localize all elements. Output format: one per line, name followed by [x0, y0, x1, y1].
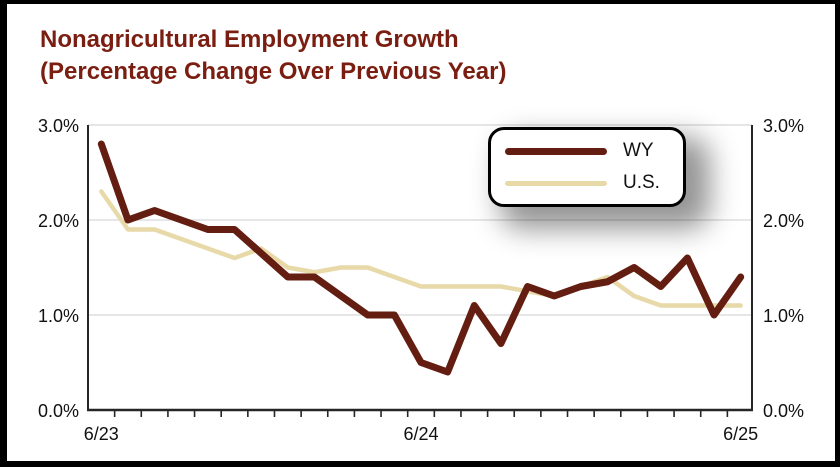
y-axis-label-right: 1.0%	[763, 306, 804, 326]
series-line-wy	[97, 140, 745, 376]
wy-line-swatch	[505, 147, 607, 155]
chart-title-line2: (Percentage Change Over Previous Year)	[40, 58, 507, 85]
us-line-swatch	[505, 180, 607, 186]
legend-item-us: U.S.	[505, 172, 683, 194]
x-axis-label: 6/23	[84, 424, 119, 444]
series-line-us	[99, 189, 743, 308]
y-axis-label-left: 1.0%	[38, 306, 79, 326]
y-axis-label-left: 3.0%	[38, 116, 79, 136]
y-axis-label-right: 2.0%	[763, 211, 804, 231]
legend-label-wy: WY	[623, 140, 654, 161]
chart-title: Nonagricultural Employment Growth (Perce…	[40, 24, 506, 88]
x-axis-label: 6/24	[403, 424, 438, 444]
chart-legend: WY U.S.	[488, 127, 686, 207]
legend-label-us: U.S.	[623, 172, 660, 193]
y-axis-label-left: 0.0%	[38, 401, 79, 421]
y-axis-label-right: 3.0%	[763, 116, 804, 136]
y-axis-label-left: 2.0%	[38, 211, 79, 231]
x-axis-label: 6/25	[723, 424, 758, 444]
y-axis-label-right: 0.0%	[763, 401, 804, 421]
chart-title-line1: Nonagricultural Employment Growth	[40, 26, 459, 53]
legend-item-wy: WY	[505, 140, 683, 162]
